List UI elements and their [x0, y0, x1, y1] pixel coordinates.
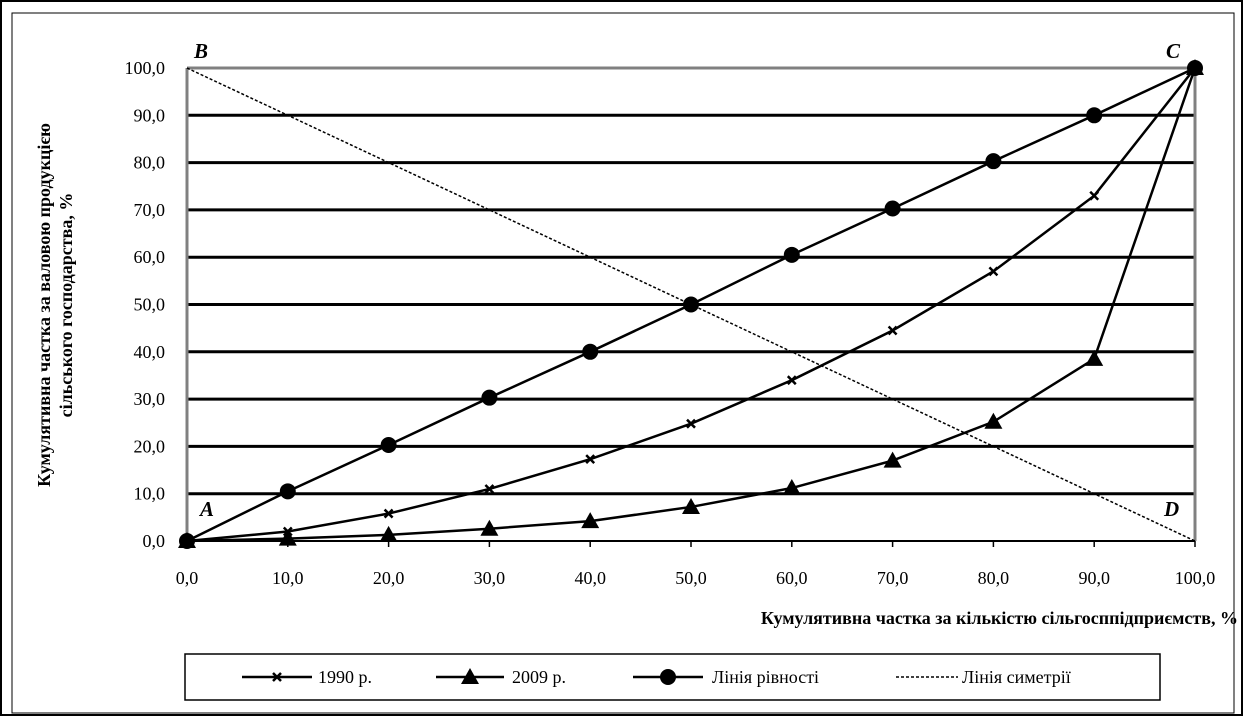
legend-item-0: 1990 р.	[242, 667, 372, 687]
series-point	[380, 436, 397, 453]
legend-item-2: Лінія рівності	[633, 667, 819, 687]
series-point	[782, 479, 801, 496]
series-point	[480, 519, 499, 536]
series-point	[686, 418, 696, 429]
series-point	[484, 484, 495, 494]
x-tick-label: 90,0	[1078, 568, 1110, 588]
series-point	[883, 451, 902, 468]
y-axis-title-line-2: сільського господарства, %	[56, 193, 76, 418]
series-point	[887, 325, 898, 336]
series-point	[1086, 107, 1103, 124]
chart-area-border	[11, 12, 1235, 714]
series-point	[783, 246, 800, 263]
corner-label-d: D	[1163, 497, 1179, 521]
y-tick-label: 100,0	[125, 58, 166, 78]
legend-label: Лінія симетрії	[962, 667, 1071, 687]
legend-label: 1990 р.	[318, 667, 372, 687]
legend: 1990 р. 2009 р. Лінія рівності Лінія симетр…	[242, 667, 1071, 687]
series-layer	[178, 59, 1204, 549]
series-point	[1187, 60, 1203, 76]
triangle-lines	[185, 66, 1197, 547]
series-point	[988, 266, 999, 277]
y-tick-label: 60,0	[134, 247, 166, 267]
y-tick-label: 70,0	[134, 200, 166, 220]
y-tick-label: 10,0	[134, 484, 166, 504]
y-tick-label: 0,0	[143, 531, 166, 551]
x-tick-label: 100,0	[1175, 568, 1216, 588]
y-tick-label: 90,0	[134, 105, 166, 125]
x-tick-label: 0,0	[176, 568, 199, 588]
series-point	[585, 454, 596, 465]
series-point	[682, 497, 700, 514]
x-tick-label: 20,0	[373, 568, 405, 588]
legend-label: Лінія рівності	[712, 667, 819, 687]
y-tick-label: 50,0	[134, 295, 166, 315]
x-tick-label: 30,0	[474, 568, 506, 588]
legend-item-1: 2009 р.	[436, 667, 566, 687]
y-axis-title: Кумулятивна частка за валовою продукцією…	[34, 123, 76, 487]
series-point	[379, 525, 398, 542]
series-point	[279, 483, 296, 500]
series-point	[786, 375, 797, 386]
series-line	[186, 67, 1196, 542]
corner-label-c: C	[1166, 39, 1181, 63]
y-tick-label: 40,0	[134, 342, 166, 362]
corner-label-b: B	[193, 39, 208, 63]
legend-item-3: Лінія симетрії	[896, 667, 1071, 687]
series-point	[179, 533, 195, 549]
x-tick-label: 80,0	[978, 568, 1010, 588]
legend-marker	[660, 669, 676, 685]
series-group-3	[186, 67, 1196, 542]
series-point	[582, 343, 599, 360]
y-tick-label: 20,0	[134, 436, 166, 456]
x-tick-label: 50,0	[675, 568, 707, 588]
x-axis-title: Кумулятивна частка за кількістю сільгосп…	[761, 608, 1238, 628]
y-tick-label: 80,0	[134, 153, 166, 173]
series-point	[481, 389, 498, 406]
series-point	[1089, 190, 1100, 201]
series-point	[984, 412, 1003, 429]
corner-label-a: A	[198, 497, 214, 521]
series-point	[1085, 349, 1104, 366]
legend-marker	[461, 668, 479, 684]
series-point	[884, 200, 901, 217]
x-tick-label: 40,0	[574, 568, 606, 588]
series-point	[581, 512, 600, 529]
x-tick-label: 70,0	[877, 568, 909, 588]
tick-labels: 0,0 10,0 20,0 30,0 40,0 50,0 60,0 70,0 80,0 90,0 1…	[125, 58, 1216, 588]
series-point	[383, 508, 394, 519]
x-tick-label: 60,0	[776, 568, 808, 588]
legend-marker	[272, 672, 282, 682]
series-group-0	[182, 63, 1200, 546]
series-point	[985, 153, 1002, 170]
y-tick-label: 30,0	[134, 389, 166, 409]
series-point	[278, 529, 297, 546]
y-axis-title-line-1: Кумулятивна частка за валовою продукцією	[34, 123, 54, 487]
legend-label: 2009 р.	[512, 667, 566, 687]
x-tick-label: 10,0	[272, 568, 304, 588]
